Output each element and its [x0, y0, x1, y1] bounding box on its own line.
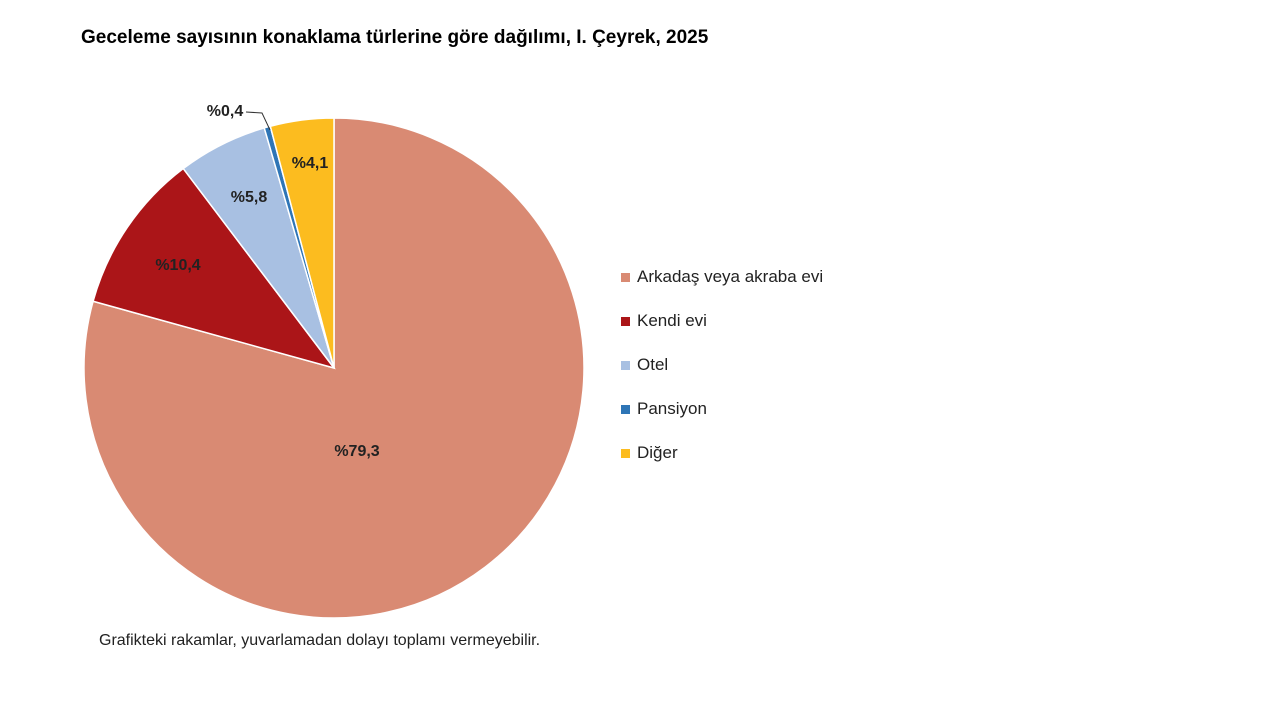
slice-kendi-evi: [92, 167, 336, 370]
legend-label: Pansiyon: [637, 399, 707, 418]
legend-label: Diğer: [637, 443, 678, 462]
data-label: %0,4: [207, 103, 244, 120]
data-label: %79,3: [334, 443, 379, 460]
data-label: %10,4: [155, 257, 200, 274]
legend-item-pansiyon: Pansiyon: [621, 398, 823, 420]
legend-swatch: [621, 404, 630, 414]
legend-swatch: [621, 316, 630, 326]
data-label: %5,8: [231, 189, 268, 206]
legend-swatch: [621, 360, 630, 370]
legend-swatch: [621, 448, 630, 458]
legend-item-diger: Diğer: [621, 442, 823, 464]
slice-diger: [269, 117, 335, 369]
chart-title: Geceleme sayısının konaklama türlerine g…: [81, 27, 709, 48]
legend-item-otel: Otel: [621, 354, 823, 376]
leader-line: [245, 111, 271, 131]
footnote: Grafikteki rakamlar, yuvarlamadan dolayı…: [99, 632, 541, 649]
legend-item-kendi-evi: Kendi evi: [621, 310, 823, 332]
legend-item-arkadas: Arkadaş veya akraba evi: [621, 266, 823, 288]
legend: Arkadaş veya akraba evi Kendi evi Otel P…: [621, 266, 823, 486]
legend-swatch: [621, 272, 630, 282]
legend-label: Arkadaş veya akraba evi: [637, 267, 824, 286]
legend-label: Otel: [637, 355, 669, 374]
data-label: %4,1: [292, 155, 329, 172]
legend-label: Kendi evi: [637, 311, 707, 330]
